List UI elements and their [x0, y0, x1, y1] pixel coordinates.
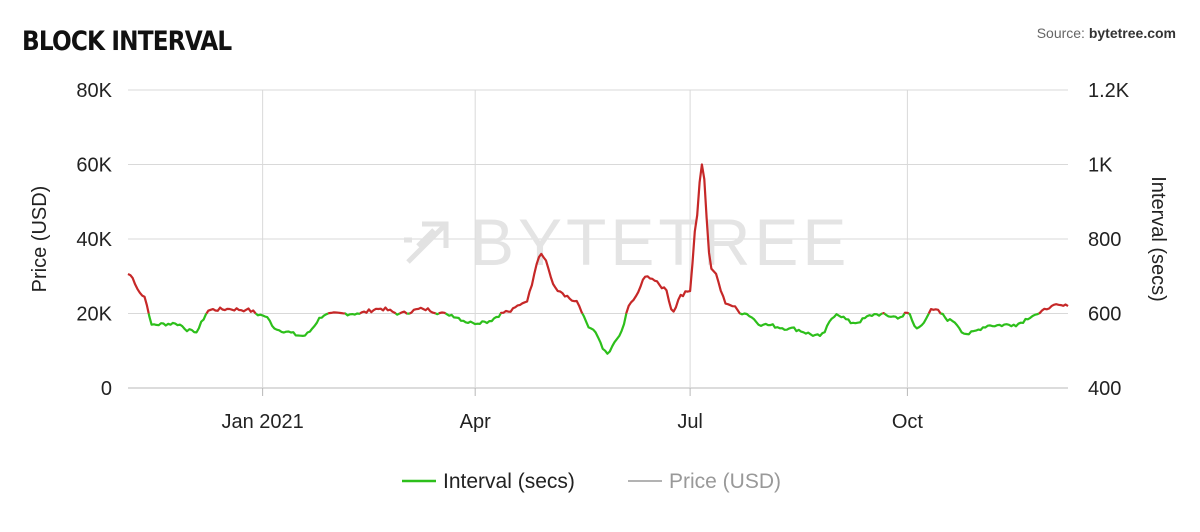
interval-line-segment: [739, 312, 883, 337]
interval-line-segment: [147, 312, 208, 334]
interval-line-segment: [409, 306, 437, 315]
x-tick-label: Jul: [677, 411, 703, 433]
interval-line-segment: [940, 312, 1040, 336]
legend-item-price[interactable]: Price (USD): [628, 470, 781, 493]
interval-line-segment: [903, 311, 910, 315]
interval-line-segment: [625, 163, 741, 315]
y-left-axis-title: Price (USD): [29, 186, 51, 293]
y-left-tick-label: 80K: [76, 80, 112, 102]
interval-line-segment: [1038, 303, 1069, 315]
interval-line-segment: [359, 306, 397, 315]
interval-line-segment: [255, 312, 329, 337]
interval-line-segment: [127, 273, 150, 314]
interval-line-segment: [927, 308, 942, 315]
interval-line-segment: [581, 312, 628, 355]
y-right-tick-label: 1.2K: [1088, 80, 1130, 102]
interval-line-segment: [344, 312, 361, 317]
interval-line-segment: [883, 312, 906, 320]
legend-label: Price (USD): [669, 470, 781, 493]
interval-line-segment: [499, 252, 584, 315]
y-right-tick-label: 600: [1088, 304, 1121, 326]
interval-line-segment: [395, 312, 401, 316]
interval-line-segment: [445, 312, 502, 326]
interval-line-segment: [908, 312, 930, 330]
grid-lines: [128, 89, 1068, 396]
chart-title: BLOCK INTERVAL: [22, 26, 232, 57]
x-tick-label: Apr: [460, 411, 491, 433]
source-link[interactable]: bytetree.com: [1088, 25, 1176, 41]
y-left-tick-label: 0: [101, 378, 112, 400]
bytetree-logo-icon: [404, 221, 449, 264]
source-prefix: Source:: [1036, 25, 1089, 41]
y-left-tick-label: 60K: [76, 155, 112, 177]
x-tick-label: Oct: [892, 411, 924, 433]
interval-line-segment: [327, 311, 346, 315]
legend: Interval (secs) Price (USD): [402, 470, 781, 493]
interval-line-segment: [438, 311, 447, 315]
interval-line-segment: [399, 310, 408, 315]
x-tick-label: Jan 2021: [221, 411, 303, 433]
interval-line-segment: [205, 306, 257, 315]
y-right-axis-title: Interval (secs): [1147, 176, 1169, 302]
interval-line-segment: [435, 312, 440, 316]
y-left-tick-label: 40K: [76, 229, 112, 251]
y-right-tick-label: 400: [1088, 378, 1121, 400]
bytetree-watermark: BYTETREE: [404, 205, 850, 279]
y-right-tick-label: 1K: [1088, 155, 1113, 177]
source-credit: Source: bytetree.com: [1037, 25, 1176, 41]
y-right-tick-label: 800: [1088, 229, 1121, 251]
legend-item-interval[interactable]: Interval (secs): [402, 470, 575, 493]
watermark-text: BYTETREE: [470, 205, 850, 279]
legend-label: Interval (secs): [443, 470, 575, 493]
y-left-tick-label: 20K: [76, 304, 112, 326]
